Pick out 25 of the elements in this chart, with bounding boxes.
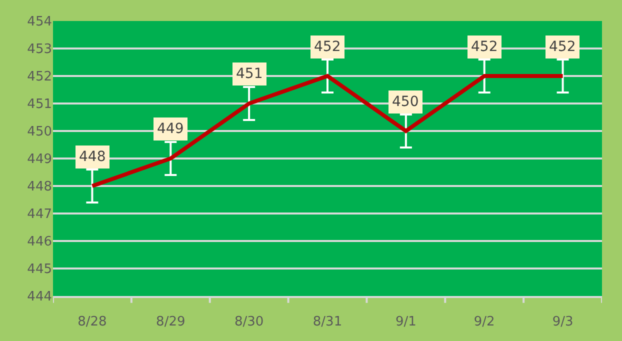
x-tick-label: 8/30 [234, 314, 264, 330]
x-tick-label: 8/31 [312, 314, 342, 330]
x-tick-label: 9/3 [552, 314, 574, 330]
data-label: 452 [549, 39, 576, 55]
y-tick-label: 445 [27, 262, 52, 278]
y-tick-label: 451 [27, 97, 52, 112]
data-label: 452 [471, 39, 498, 55]
y-tick-label: 449 [27, 152, 52, 168]
data-label: 452 [314, 39, 341, 55]
y-tick-label: 447 [27, 207, 52, 222]
x-tick-label: 8/28 [78, 314, 107, 330]
y-tick-label: 444 [27, 290, 52, 305]
y-tick-label: 446 [27, 234, 52, 250]
x-tick-label: 9/1 [395, 314, 416, 330]
data-label: 450 [392, 94, 419, 110]
x-tick-label: 9/2 [474, 314, 495, 330]
y-tick-label: 448 [27, 180, 52, 195]
y-tick-label: 454 [27, 14, 52, 30]
data-label: 451 [236, 66, 263, 82]
x-tick-label: 8/29 [156, 314, 186, 330]
y-tick-label: 453 [27, 42, 52, 58]
y-tick-label: 450 [27, 124, 52, 140]
data-label: 448 [79, 149, 106, 165]
y-tick-label: 452 [27, 70, 52, 85]
data-label: 449 [157, 121, 184, 137]
